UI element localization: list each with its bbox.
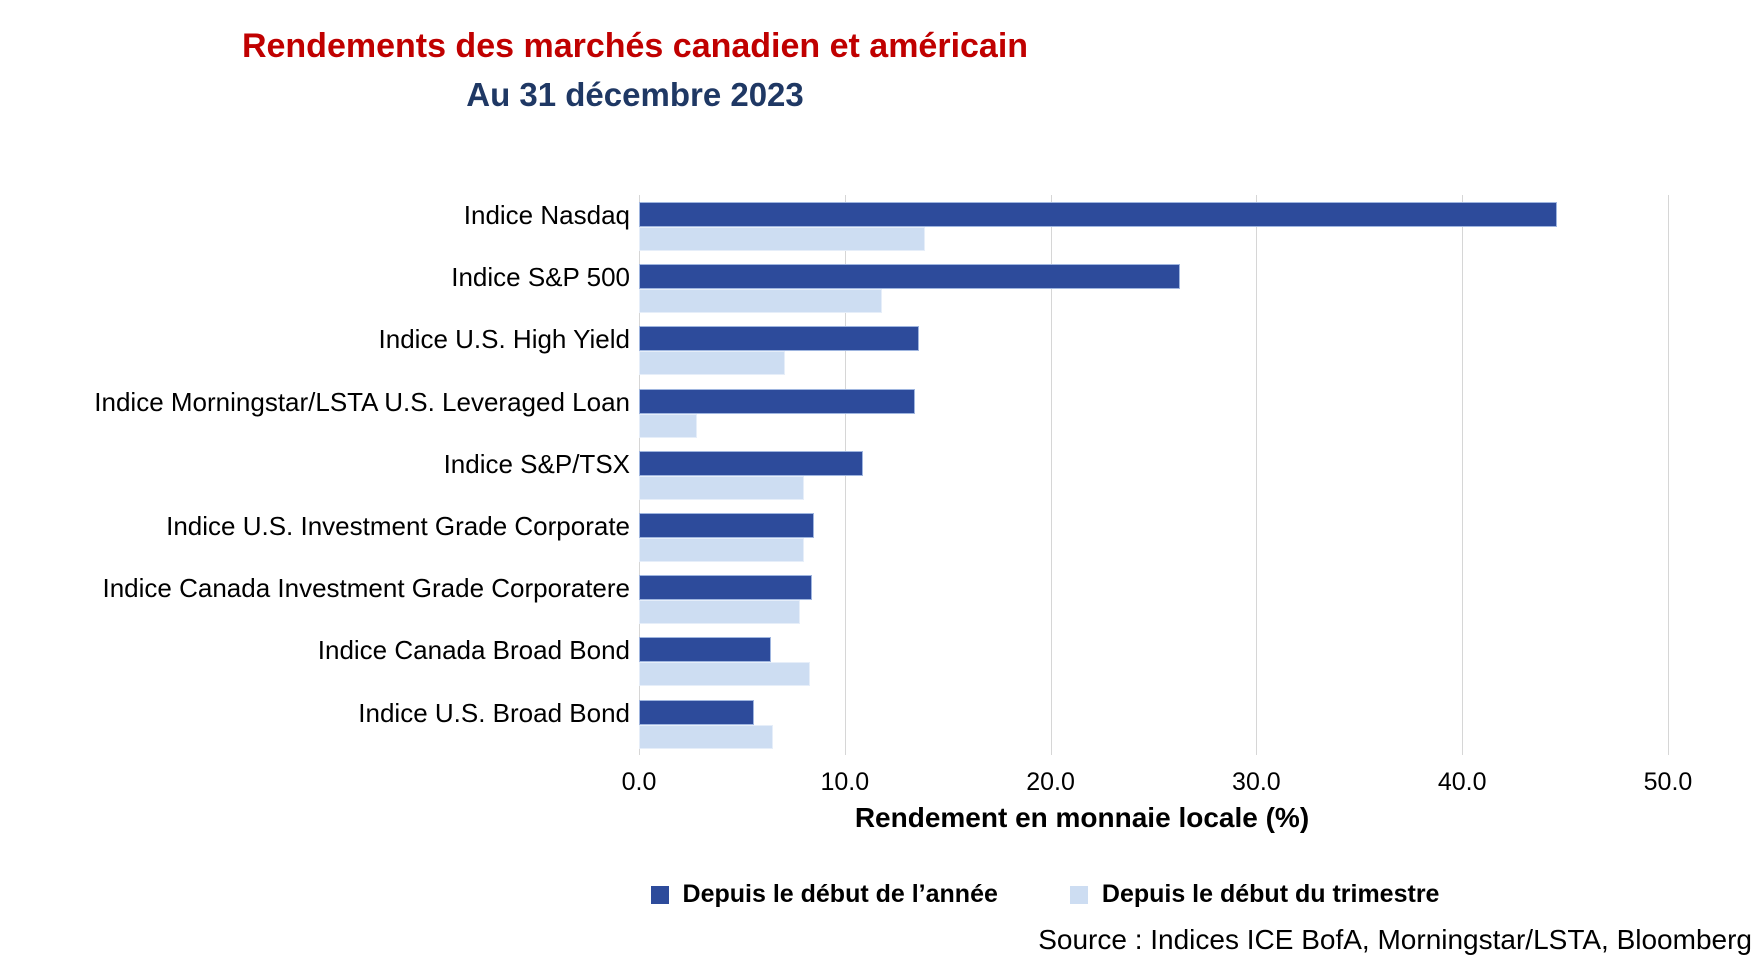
bar-qtd — [639, 662, 810, 687]
bar-ytd — [639, 513, 814, 538]
bar-qtd — [639, 724, 773, 749]
page-title: Rendements des marchés canadien et améri… — [241, 27, 1029, 65]
legend-label-ytd: Depuis le début de l’année — [682, 880, 998, 908]
x-tick-label: 50.0 — [1643, 768, 1693, 796]
x-axis-title: Rendement en monnaie locale (%) — [854, 802, 1310, 833]
bar-qtd — [639, 600, 800, 625]
legend-swatch-qtd-icon — [1069, 885, 1088, 904]
category-label: Indice S&P 500 — [451, 262, 630, 293]
bar-qtd — [639, 475, 804, 500]
bar-ytd — [639, 699, 755, 725]
source-note: Source : Indices ICE BofA, Morningstar/L… — [1038, 924, 1752, 955]
gridline — [1668, 195, 1669, 755]
bar-qtd — [639, 227, 926, 251]
x-tick-label: 20.0 — [1026, 768, 1075, 796]
category-label: Indice S&P/TSX — [443, 448, 630, 479]
bar-ytd — [639, 575, 812, 601]
bar-ytd — [639, 637, 771, 663]
category-label: Indice Nasdaq — [463, 200, 630, 230]
bar-qtd — [639, 413, 697, 438]
bar-ytd — [639, 202, 1557, 227]
category-label: Indice U.S. Investment Grade Corporate — [166, 511, 630, 541]
bar-qtd — [639, 538, 804, 562]
chart-header: Rendements des marchés canadien et améri… — [0, 22, 1270, 119]
legend-label-qtd: Depuis le début du trimestre — [1101, 880, 1440, 908]
category-label: Indice Canada Broad Bond — [317, 635, 630, 666]
x-tick-label: 0.0 — [621, 768, 657, 796]
plot-area — [639, 195, 1688, 755]
gridline — [1050, 195, 1052, 755]
bar-ytd — [639, 326, 919, 352]
gridline — [1256, 195, 1258, 755]
category-label: Indice Morningstar/LSTA U.S. Leveraged L… — [94, 386, 630, 417]
bar-qtd — [639, 351, 786, 376]
legend-swatch-ytd-icon — [650, 885, 669, 904]
bar-ytd — [639, 450, 864, 476]
bar-ytd — [639, 388, 915, 414]
x-tick-label: 10.0 — [820, 768, 870, 796]
x-tick-label: 40.0 — [1437, 768, 1487, 796]
bar-qtd — [639, 289, 882, 314]
category-label: Indice U.S. High Yield — [378, 324, 630, 355]
category-label: Indice Canada Investment Grade Corporate… — [102, 573, 630, 604]
legend: Depuis le début de l’année Depuis le déb… — [480, 880, 1610, 909]
x-tick-label: 30.0 — [1232, 768, 1281, 796]
category-label: Indice U.S. Broad Bond — [358, 697, 630, 728]
gridline — [1462, 195, 1464, 755]
legend-item-qtd: Depuis le début du trimestre — [1069, 880, 1440, 909]
legend-item-ytd: Depuis le début de l’année — [650, 880, 998, 909]
page-subtitle: Au 31 décembre 2023 — [466, 76, 804, 114]
bar-ytd — [639, 264, 1181, 290]
